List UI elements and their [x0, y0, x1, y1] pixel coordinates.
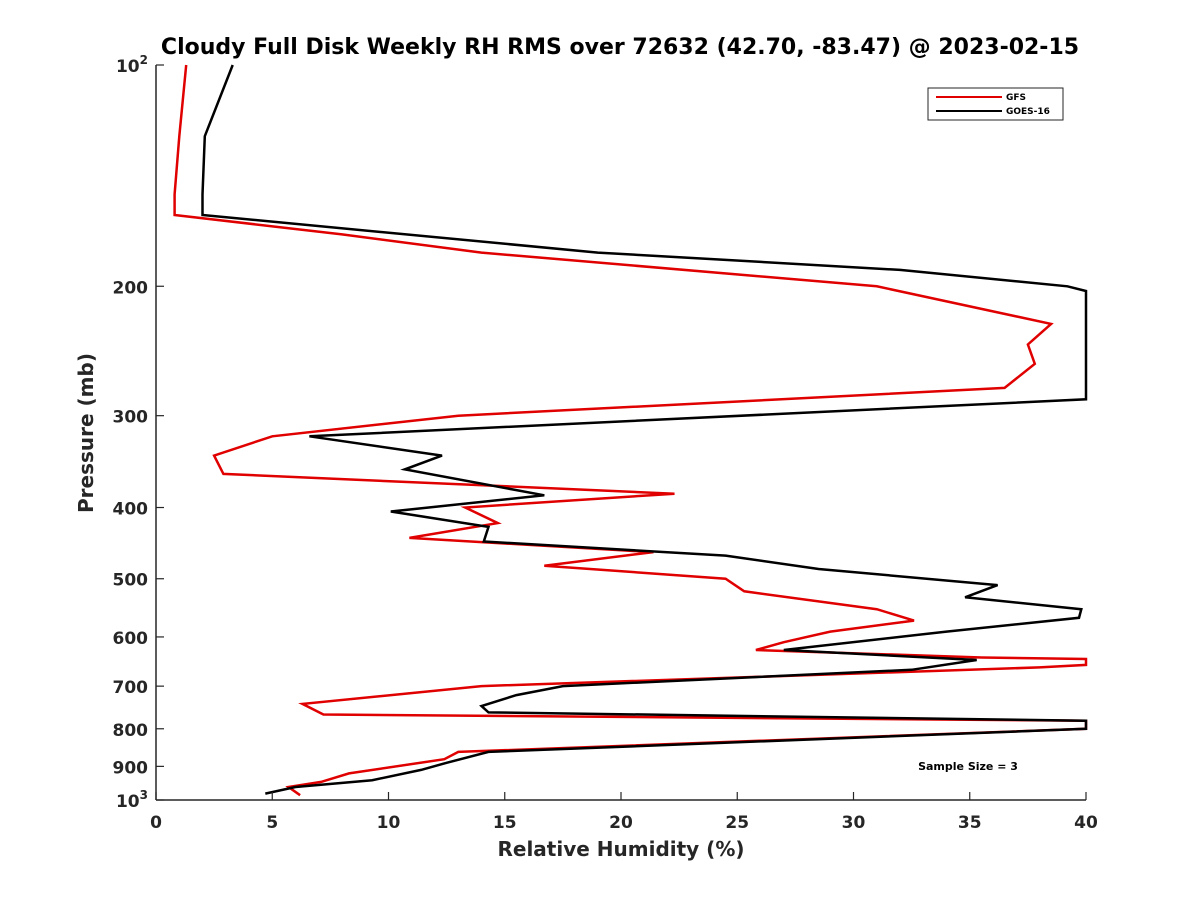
y-tick-label: 900	[113, 758, 149, 778]
y-tick-label: 200	[113, 278, 149, 298]
y-tick-label: 400	[113, 500, 149, 520]
y-tick-label: 102	[116, 53, 148, 77]
y-axis-ticks: 102 200 300 400 500 600 700 800 900 103	[113, 53, 164, 812]
y-tick-label: 103	[116, 788, 148, 812]
x-tick-label: 10	[377, 813, 401, 833]
legend-box	[927, 87, 1064, 121]
legend-label-goes16: GOES-16	[1006, 107, 1050, 117]
x-tick-label: 25	[725, 813, 749, 833]
x-tick-label: 5	[266, 813, 278, 833]
y-tick-label: 600	[113, 629, 149, 649]
plot-area	[155, 64, 1088, 801]
legend: GFS GOES-16	[927, 87, 1064, 121]
x-axis-ticks: 0 5 10 15 20 25 30 35 40	[150, 792, 1098, 833]
y-tick-label: 700	[113, 678, 149, 698]
x-tick-label: 35	[958, 813, 982, 833]
x-tick-label: 20	[609, 813, 633, 833]
y-tick-label: 500	[113, 571, 149, 591]
y-tick-label: 300	[113, 408, 149, 428]
series-layer	[173, 64, 1088, 797]
y-tick-label: 800	[113, 721, 149, 741]
x-tick-label: 30	[842, 813, 866, 833]
x-axis-label: Relative Humidity (%)	[497, 837, 744, 861]
x-tick-label: 0	[150, 813, 162, 833]
series-line-goes16	[201, 64, 1088, 795]
chart-title: Cloudy Full Disk Weekly RH RMS over 7263…	[161, 35, 1079, 60]
x-tick-label: 15	[493, 813, 517, 833]
y-axis-label: Pressure (mb)	[74, 353, 98, 513]
x-tick-label: 40	[1074, 813, 1098, 833]
sample-size-annotation: Sample Size = 3	[918, 760, 1018, 773]
legend-label-gfs: GFS	[1006, 93, 1026, 103]
